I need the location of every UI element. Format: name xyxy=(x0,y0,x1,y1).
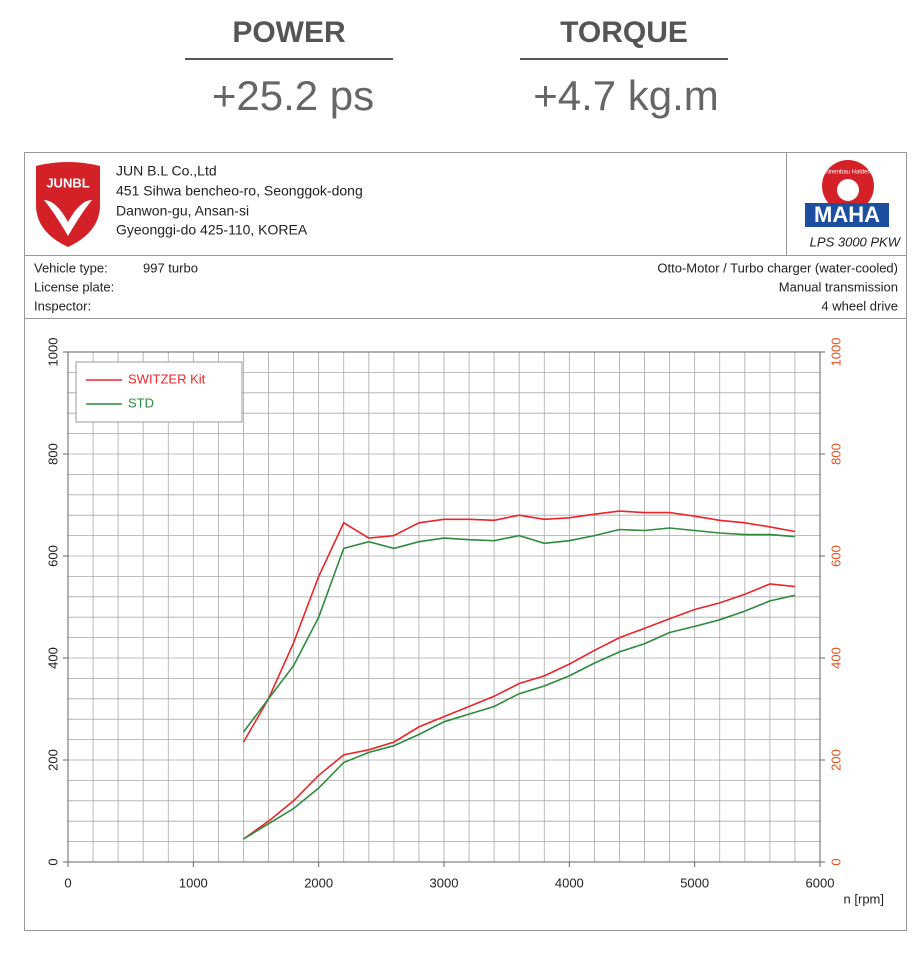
y2-tick-label: 600 xyxy=(828,545,843,567)
stat-label: TORQUE xyxy=(560,16,688,49)
series-line xyxy=(242,510,796,743)
y-tick-label: 0 xyxy=(45,858,60,865)
y-tick-label: 200 xyxy=(45,749,60,771)
vehicle-label: Vehicle type: xyxy=(34,260,108,275)
chart: 0 1000 2000 3000 4000 5000 6000020040060080010… xyxy=(45,338,884,907)
logo-wing xyxy=(44,200,92,236)
stat-value: +4.7 kg.m xyxy=(533,72,719,119)
company-line: JUN B.L Co.,Ltd xyxy=(116,163,217,179)
x-tick-label: 1000 xyxy=(179,875,208,890)
company-line: Danwon-gu, Ansan-si xyxy=(116,203,249,219)
stat-label: POWER xyxy=(232,16,346,49)
maha-ring-text: Maschinenbau Haldenwang xyxy=(811,170,885,176)
y2-tick-label: 800 xyxy=(828,443,843,465)
vehicle-spec: Manual transmission xyxy=(779,279,898,294)
y2-tick-label: 0 xyxy=(828,858,843,865)
legend-label: STD xyxy=(128,395,154,410)
x-tick-label: 3000 xyxy=(430,875,459,890)
model: LPS 3000 PKW xyxy=(810,234,902,249)
vehicle-label: Inspector: xyxy=(34,298,91,313)
legend-label: SWITZER Kit xyxy=(128,371,206,386)
logo-shield xyxy=(36,162,100,247)
x-tick-label: 5000 xyxy=(680,875,709,890)
x-tick-label: 4000 xyxy=(555,875,584,890)
x-tick-label: 6000 xyxy=(806,875,835,890)
company-line: Gyeonggi-do 425-110, KOREA xyxy=(116,222,308,238)
report-frame xyxy=(24,152,907,931)
series-line xyxy=(243,594,796,840)
series-line xyxy=(242,527,795,733)
y2-tick-label: 400 xyxy=(828,647,843,669)
y-tick-label: 1000 xyxy=(45,338,60,367)
company-line: 451 Sihwa bencheo-ro, Seonggok-dong xyxy=(116,183,363,199)
legend-box xyxy=(75,361,243,423)
y-tick-label: 800 xyxy=(45,443,60,465)
vehicle-spec: 4 wheel drive xyxy=(821,298,898,313)
x-axis-label: n [rpm] xyxy=(844,891,884,906)
y2-tick-label: 200 xyxy=(828,749,843,771)
maha-plate xyxy=(805,203,889,227)
x-tick-label: 0 xyxy=(64,875,71,890)
x-tick-label: 2000 xyxy=(304,875,333,890)
stat-value: +25.2 ps xyxy=(212,72,374,119)
logo-text: JUNBL xyxy=(46,175,89,190)
y2-tick-label: 1000 xyxy=(828,338,843,367)
maha-gear xyxy=(837,179,859,201)
series-line xyxy=(243,583,795,840)
vehicle-label: License plate: xyxy=(34,279,114,294)
y-tick-label: 600 xyxy=(45,545,60,567)
vehicle-value: 997 turbo xyxy=(143,260,198,275)
maha-text: MAHA xyxy=(814,202,880,227)
y-tick-label: 400 xyxy=(45,647,60,669)
vehicle-spec: Otto-Motor / Turbo charger (water-cooled… xyxy=(657,260,898,275)
